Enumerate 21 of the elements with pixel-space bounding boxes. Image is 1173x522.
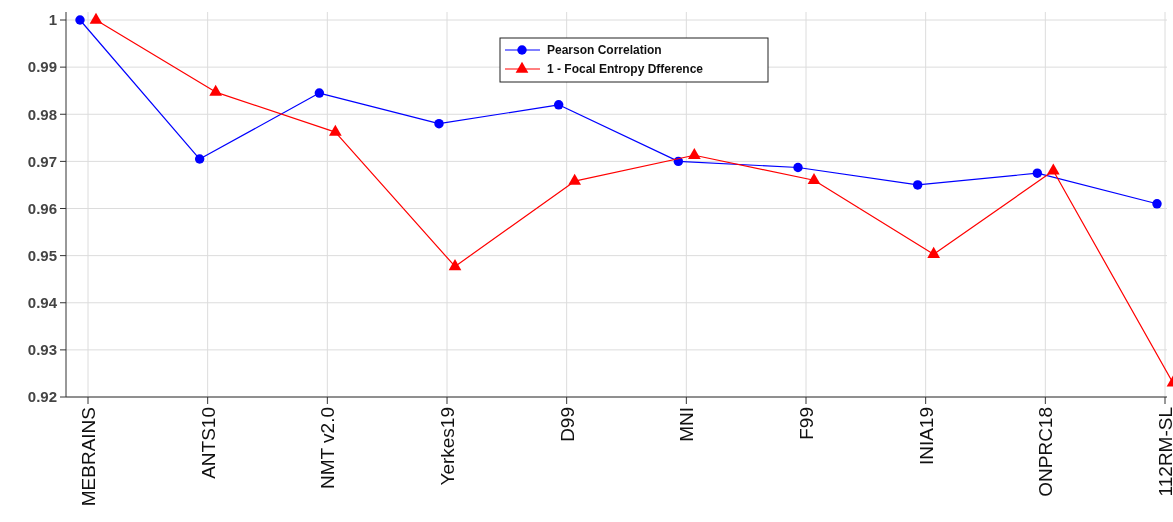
y-tick-label: 0.92 bbox=[27, 388, 57, 406]
x-tick-label: MNI bbox=[676, 407, 698, 442]
y-tick-label: 0.94 bbox=[27, 294, 58, 311]
y-tick-label: 1 bbox=[48, 11, 57, 29]
x-tick-label: F99 bbox=[796, 407, 817, 440]
y-tick-label: 0.97 bbox=[27, 152, 57, 170]
y-tick-label: 0.93 bbox=[27, 341, 57, 359]
x-tick-label: ONPRC18 bbox=[1035, 407, 1057, 497]
legend-label: Pearson Correlation bbox=[547, 43, 662, 58]
x-tick-label: Yerkes19 bbox=[437, 407, 458, 486]
x-tick-label: ANTS10 bbox=[197, 407, 219, 479]
x-tick-label: MEBRAINS bbox=[78, 407, 99, 507]
x-tick-label: D99 bbox=[556, 407, 578, 442]
y-tick-label: 0.98 bbox=[27, 105, 57, 123]
y-tick-label: 0.99 bbox=[27, 58, 57, 76]
x-tick-label: 112RM-SL bbox=[1155, 407, 1173, 497]
y-tick-label: 0.95 bbox=[27, 246, 57, 264]
x-tick-label: NMT v2.0 bbox=[317, 407, 339, 490]
x-tick-label: INIA19 bbox=[915, 407, 937, 466]
y-tick-label: 0.96 bbox=[27, 199, 57, 217]
legend-label: 1 - Focal Entropy Dfference bbox=[547, 62, 704, 77]
